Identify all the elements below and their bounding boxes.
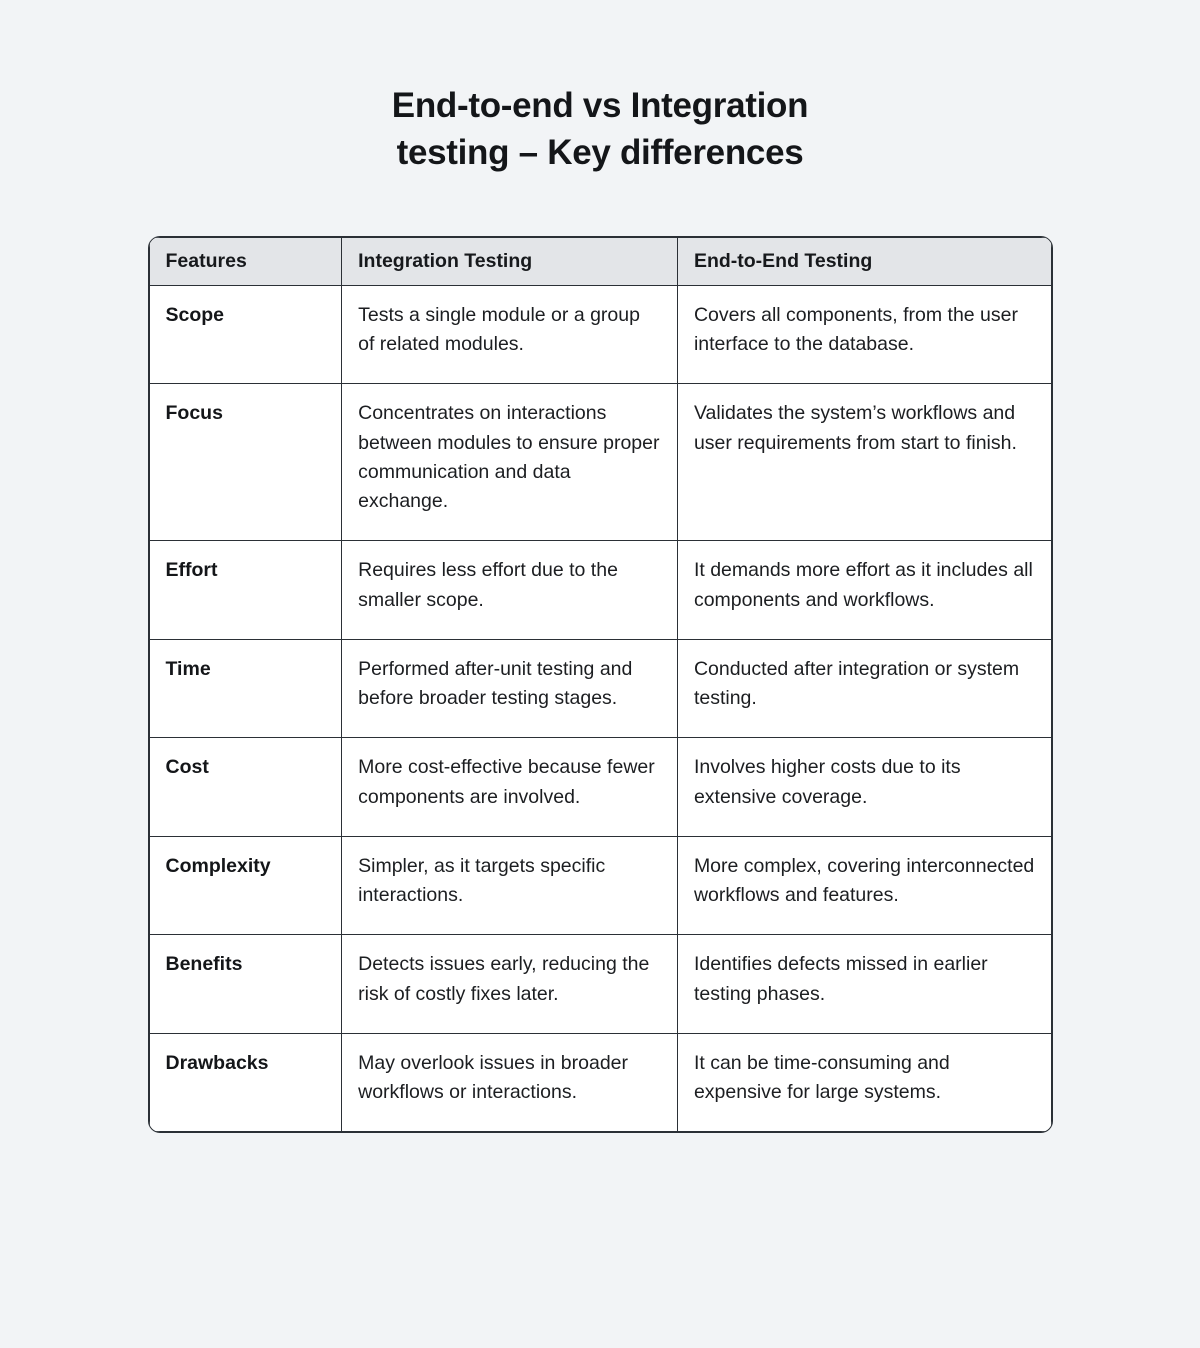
comparison-table-container: Features Integration Testing End-to-End … — [147, 235, 1053, 1134]
integration-cell: More cost-effective because fewer compon… — [341, 737, 678, 837]
integration-cell: Performed after-unit testing and before … — [341, 638, 678, 739]
feature-cell: Time — [148, 638, 343, 739]
table-row-complexity: Complexity Simpler, as it targets specif… — [148, 835, 1052, 936]
e2e-cell: Covers all components, from the user int… — [676, 284, 1052, 385]
feature-cell: Focus — [148, 383, 343, 542]
integration-cell: May overlook issues in broader workflows… — [341, 1032, 678, 1133]
column-header-end-to-end-testing: End-to-End Testing — [676, 236, 1052, 286]
integration-cell: Concentrates on interactions between mod… — [341, 383, 678, 542]
feature-cell: Scope — [148, 284, 343, 385]
e2e-cell: Conducted after integration or system te… — [676, 638, 1052, 739]
feature-cell: Complexity — [148, 835, 343, 936]
column-header-features: Features — [148, 236, 343, 286]
page-title-line2: testing – Key differences — [396, 132, 804, 172]
integration-cell: Simpler, as it targets specific interact… — [341, 835, 678, 936]
column-header-integration-testing: Integration Testing — [341, 236, 678, 286]
integration-cell: Requires less effort due to the smaller … — [341, 540, 678, 640]
e2e-cell: More complex, covering interconnected wo… — [676, 835, 1052, 936]
feature-cell: Effort — [148, 540, 343, 640]
table-row-benefits: Benefits Detects issues early, reducing … — [148, 934, 1052, 1034]
comparison-table: Features Integration Testing End-to-End … — [148, 236, 1052, 1133]
table-row-scope: Scope Tests a single module or a group o… — [148, 284, 1052, 385]
page-title-line1: End-to-end vs Integration — [391, 86, 809, 126]
table-row-focus: Focus Concentrates on interactions betwe… — [148, 383, 1052, 542]
table-row-effort: Effort Requires less effort due to the s… — [148, 540, 1052, 640]
e2e-cell: It can be time-consuming and expensive f… — [676, 1032, 1052, 1133]
integration-cell: Detects issues early, reducing the risk … — [341, 934, 678, 1034]
e2e-cell: Identifies defects missed in earlier tes… — [676, 934, 1052, 1034]
table-row-cost: Cost More cost-effective because fewer c… — [148, 737, 1052, 837]
table-header-row: Features Integration Testing End-to-End … — [148, 236, 1052, 286]
integration-cell: Tests a single module or a group of rela… — [341, 284, 678, 385]
e2e-cell: Validates the system’s workflows and use… — [676, 383, 1052, 542]
feature-cell: Cost — [148, 737, 343, 837]
feature-cell: Drawbacks — [148, 1032, 343, 1133]
table-row-drawbacks: Drawbacks May overlook issues in broader… — [148, 1032, 1052, 1133]
e2e-cell: It demands more effort as it includes al… — [676, 540, 1052, 640]
table-row-time: Time Performed after-unit testing and be… — [148, 638, 1052, 739]
feature-cell: Benefits — [148, 934, 343, 1034]
e2e-cell: Involves higher costs due to its extensi… — [676, 737, 1052, 837]
page-title: End-to-end vs Integration testing – Key … — [0, 23, 1200, 175]
